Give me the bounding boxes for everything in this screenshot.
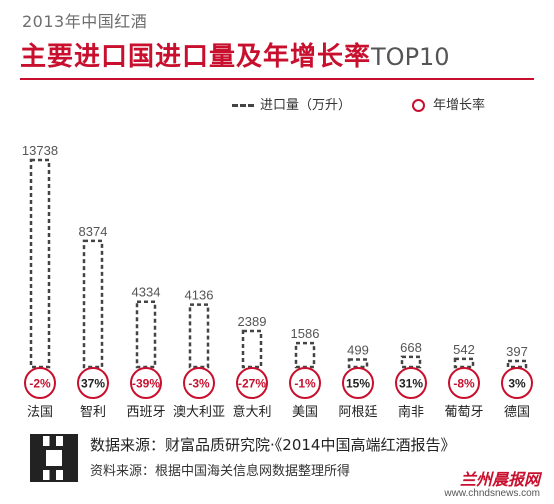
legend-circle-icon bbox=[412, 99, 425, 112]
data-source: 数据来源：财富品质研究院·《2014中国高端红酒报告》 bbox=[90, 436, 456, 454]
rate-label-1: 37% bbox=[81, 377, 105, 391]
title-divider bbox=[20, 78, 534, 80]
category-label-4: 意大利 bbox=[232, 404, 271, 420]
volume-bar-2 bbox=[135, 300, 157, 369]
rate-label-3: -3% bbox=[188, 377, 210, 391]
rate-circle-3 bbox=[183, 367, 215, 399]
qr-code-icon bbox=[30, 434, 78, 482]
rate-circle-4 bbox=[236, 367, 268, 399]
rate-circle-6 bbox=[342, 367, 374, 399]
rate-circle-0 bbox=[24, 367, 56, 399]
volume-bar-4 bbox=[241, 329, 263, 369]
volume-bar-6 bbox=[347, 358, 369, 369]
category-label-7: 南非 bbox=[398, 404, 424, 420]
volume-label-7: 668 bbox=[400, 340, 422, 355]
volume-label-6: 499 bbox=[347, 342, 369, 357]
legend-volume-label: 进口量（万升） bbox=[260, 98, 352, 113]
rate-label-2: -39% bbox=[132, 377, 160, 391]
publisher-site: www.chndsnews.com bbox=[444, 488, 540, 499]
rate-circle-7 bbox=[395, 367, 427, 399]
rate-label-6: 15% bbox=[346, 377, 370, 391]
category-label-0: 法国 bbox=[27, 405, 53, 420]
volume-label-5: 1586 bbox=[291, 326, 320, 341]
volume-label-8: 542 bbox=[453, 342, 475, 357]
volume-bar-5 bbox=[294, 341, 316, 369]
legend-rate: 年增长率 bbox=[412, 94, 485, 113]
legend-volume: 进口量（万升） bbox=[232, 94, 351, 113]
category-label-9: 德国 bbox=[504, 405, 530, 420]
rate-label-9: 3% bbox=[508, 377, 526, 391]
volume-bar-0 bbox=[29, 158, 51, 369]
volume-bar-1 bbox=[82, 239, 104, 369]
category-label-5: 美国 bbox=[292, 405, 318, 420]
volume-label-9: 397 bbox=[506, 344, 528, 359]
legend-rate-label: 年增长率 bbox=[433, 98, 486, 113]
publisher-logo: 兰州晨报网 bbox=[459, 470, 540, 489]
volume-bar-8 bbox=[453, 357, 475, 369]
rate-circle-9 bbox=[501, 367, 533, 399]
rate-label-4: -27% bbox=[238, 377, 266, 391]
rate-circle-8 bbox=[448, 367, 480, 399]
category-label-1: 智利 bbox=[80, 405, 106, 420]
volume-bar-9 bbox=[506, 359, 528, 369]
material-source: 资料来源：根据中国海关信息网数据整理所得 bbox=[90, 464, 351, 479]
chart-plot: 13738 -2% 法国 8374 37% 智利 4334 -39% 西班牙 4136 -3% 澳大利… bbox=[22, 143, 533, 420]
chart-title-suffix: TOP10 bbox=[371, 43, 450, 71]
category-label-8: 葡萄牙 bbox=[444, 405, 483, 420]
volume-label-0: 13738 bbox=[22, 143, 58, 158]
category-label-6: 阿根廷 bbox=[338, 405, 377, 420]
chart-supertitle: 2013年中国红酒 bbox=[22, 12, 148, 31]
volume-label-3: 4136 bbox=[185, 288, 214, 303]
volume-label-1: 8374 bbox=[79, 224, 108, 239]
legend-dashed-bar-icon bbox=[232, 104, 254, 107]
rate-label-8: -8% bbox=[453, 377, 475, 391]
volume-label-4: 2389 bbox=[238, 314, 267, 329]
category-label-2: 西班牙 bbox=[126, 405, 165, 420]
rate-circle-1 bbox=[77, 367, 109, 399]
volume-bar-3 bbox=[188, 303, 210, 369]
rate-circle-5 bbox=[289, 367, 321, 399]
chart-title-main: 主要进口国进口量及年增长率 bbox=[20, 42, 372, 72]
rate-label-5: -1% bbox=[294, 377, 316, 391]
volume-label-2: 4334 bbox=[132, 285, 161, 300]
footer: 数据来源：财富品质研究院·《2014中国高端红酒报告》 资料来源：根据中国海关信… bbox=[0, 428, 554, 504]
category-label-3: 澳大利亚 bbox=[173, 404, 225, 420]
rate-circle-2 bbox=[130, 367, 162, 399]
volume-bar-7 bbox=[400, 355, 422, 369]
rate-label-7: 31% bbox=[399, 377, 423, 391]
chart-title: 主要进口国进口量及年增长率TOP10 bbox=[20, 36, 450, 73]
rate-label-0: -2% bbox=[29, 377, 51, 391]
